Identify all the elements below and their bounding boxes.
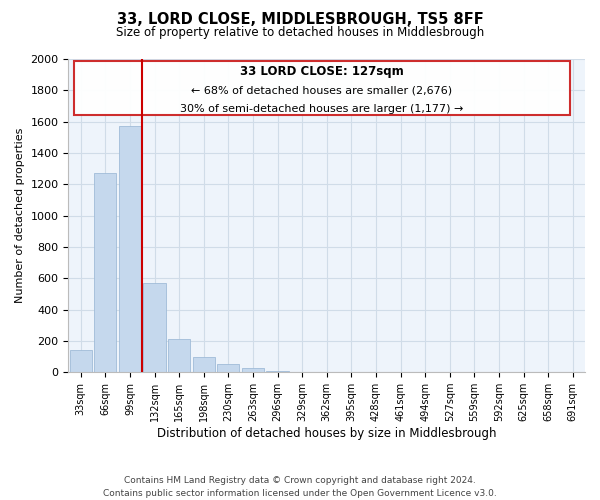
Text: 33 LORD CLOSE: 127sqm: 33 LORD CLOSE: 127sqm bbox=[239, 66, 403, 78]
Text: ← 68% of detached houses are smaller (2,676): ← 68% of detached houses are smaller (2,… bbox=[191, 86, 452, 96]
X-axis label: Distribution of detached houses by size in Middlesbrough: Distribution of detached houses by size … bbox=[157, 427, 496, 440]
Text: 30% of semi-detached houses are larger (1,177) →: 30% of semi-detached houses are larger (… bbox=[180, 104, 463, 115]
Bar bbox=[193, 358, 215, 372]
Bar bbox=[242, 368, 264, 372]
Bar bbox=[168, 338, 190, 372]
Y-axis label: Number of detached properties: Number of detached properties bbox=[15, 128, 25, 304]
Bar bbox=[119, 126, 141, 372]
Bar bbox=[70, 350, 92, 372]
Text: 33, LORD CLOSE, MIDDLESBROUGH, TS5 8FF: 33, LORD CLOSE, MIDDLESBROUGH, TS5 8FF bbox=[116, 12, 484, 28]
Text: Size of property relative to detached houses in Middlesbrough: Size of property relative to detached ho… bbox=[116, 26, 484, 39]
Bar bbox=[143, 283, 166, 372]
Bar bbox=[94, 174, 116, 372]
FancyBboxPatch shape bbox=[74, 60, 569, 116]
Text: Contains HM Land Registry data © Crown copyright and database right 2024.
Contai: Contains HM Land Registry data © Crown c… bbox=[103, 476, 497, 498]
Bar bbox=[217, 364, 239, 372]
